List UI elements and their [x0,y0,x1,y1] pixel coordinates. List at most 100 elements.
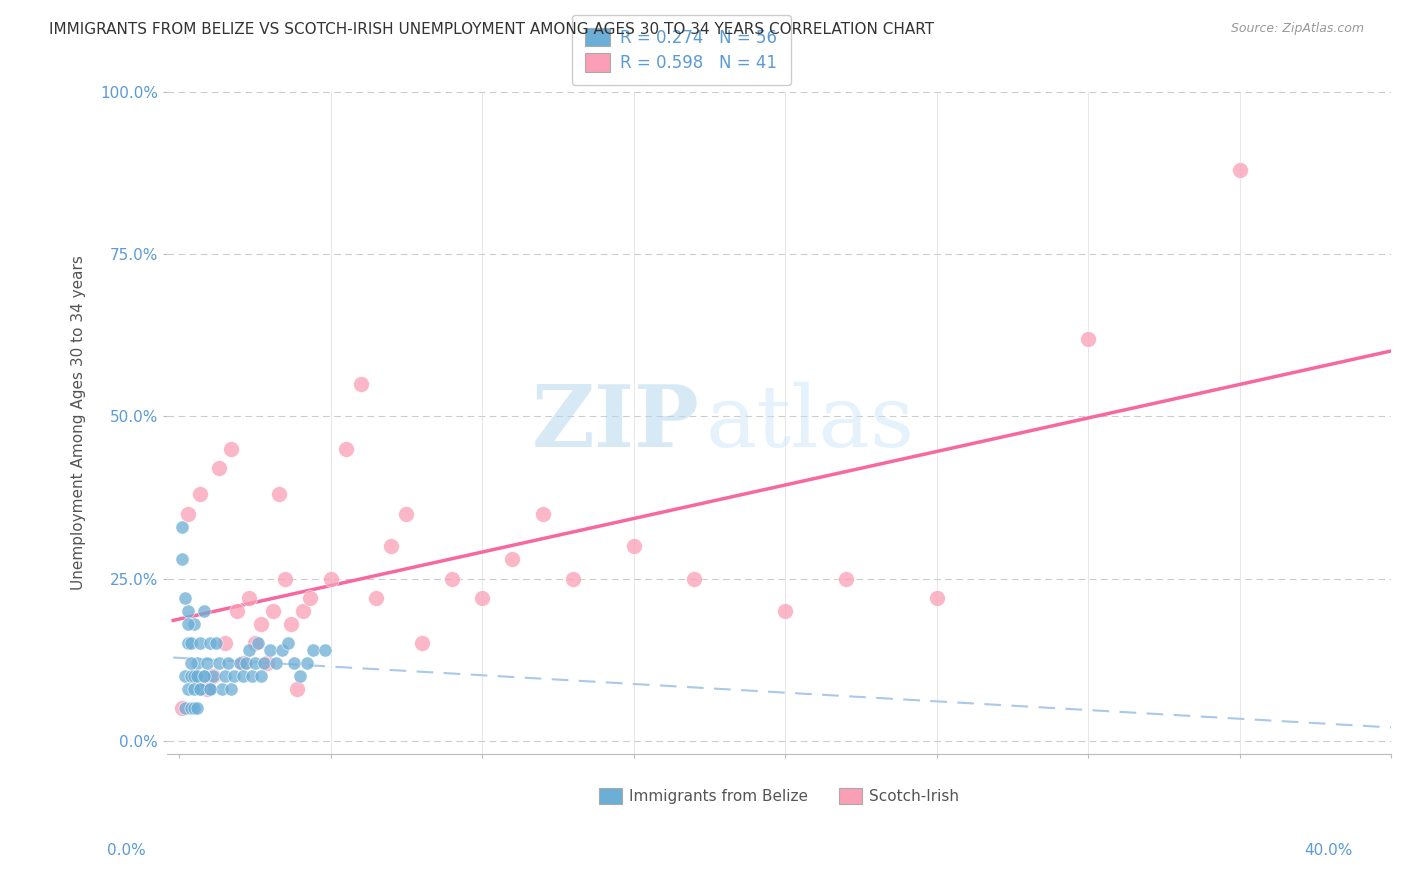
Point [204,636,226,650]
Point [250,669,273,683]
Point [243,656,266,670]
Point [253,656,276,670]
Point [198,636,221,650]
Point [201,669,224,683]
Point [835,572,858,586]
Point [250,616,273,631]
Point [232,656,254,670]
Point [411,636,433,650]
Point [683,572,706,586]
Point [243,636,266,650]
Point [1077,332,1099,346]
Point [773,604,796,618]
Point [208,461,231,475]
Point [298,591,321,605]
Point [1229,163,1251,178]
Point [183,669,205,683]
Point [177,604,200,618]
Point [292,604,315,618]
Point [440,572,463,586]
Point [314,642,336,657]
Point [177,681,200,696]
Point [190,681,212,696]
Point [217,656,239,670]
Point [201,669,224,683]
Point [193,604,215,618]
Point [211,681,233,696]
Point [219,681,242,696]
Point [183,669,205,683]
Text: Source: ZipAtlas.com: Source: ZipAtlas.com [1230,22,1364,36]
Point [190,487,212,501]
Point [269,487,291,501]
Point [235,656,257,670]
Point [190,636,212,650]
Point [214,669,236,683]
Point [219,442,242,456]
Point [198,681,221,696]
Point [180,656,202,670]
Point [623,539,645,553]
Point [562,572,585,586]
Point [183,681,205,696]
Point [198,681,221,696]
Point [186,669,208,683]
Point [180,636,202,650]
Point [195,681,218,696]
Point [280,616,302,631]
Point [925,591,948,605]
Point [290,669,312,683]
Point [240,669,263,683]
Point [262,604,284,618]
Point [502,552,524,566]
Point [335,442,357,456]
Point [283,656,305,670]
Text: 40.0%: 40.0% [1305,843,1353,858]
Point [174,591,197,605]
Point [301,642,323,657]
Y-axis label: Unemployment Among Ages 30 to 34 years: Unemployment Among Ages 30 to 34 years [72,255,86,591]
Point [222,669,245,683]
Legend: Immigrants from Belize, Scotch-Irish: Immigrants from Belize, Scotch-Irish [591,780,967,812]
Text: IMMIGRANTS FROM BELIZE VS SCOTCH-IRISH UNEMPLOYMENT AMONG AGES 30 TO 34 YEARS CO: IMMIGRANTS FROM BELIZE VS SCOTCH-IRISH U… [49,22,935,37]
Point [271,642,294,657]
Point [180,701,202,715]
Point [264,656,287,670]
Point [319,572,342,586]
Point [172,519,194,533]
Point [395,507,418,521]
Text: atlas: atlas [706,382,915,465]
Point [183,616,205,631]
Point [259,642,281,657]
Point [183,701,205,715]
Point [177,636,200,650]
Point [531,507,554,521]
Point [225,604,247,618]
Point [186,656,208,670]
Point [238,591,260,605]
Point [238,642,260,657]
Point [172,552,194,566]
Point [350,377,373,392]
Point [214,636,236,650]
Point [295,656,318,670]
Point [190,681,212,696]
Point [277,636,299,650]
Point [193,669,215,683]
Point [287,681,309,696]
Point [256,656,278,670]
Point [232,669,254,683]
Point [471,591,494,605]
Point [229,656,252,670]
Point [247,636,270,650]
Point [193,669,215,683]
Text: 0.0%: 0.0% [107,843,146,858]
Point [172,701,194,715]
Point [174,701,197,715]
Point [174,669,197,683]
Point [366,591,388,605]
Point [380,539,402,553]
Text: ZIP: ZIP [531,381,700,465]
Point [177,616,200,631]
Point [208,656,231,670]
